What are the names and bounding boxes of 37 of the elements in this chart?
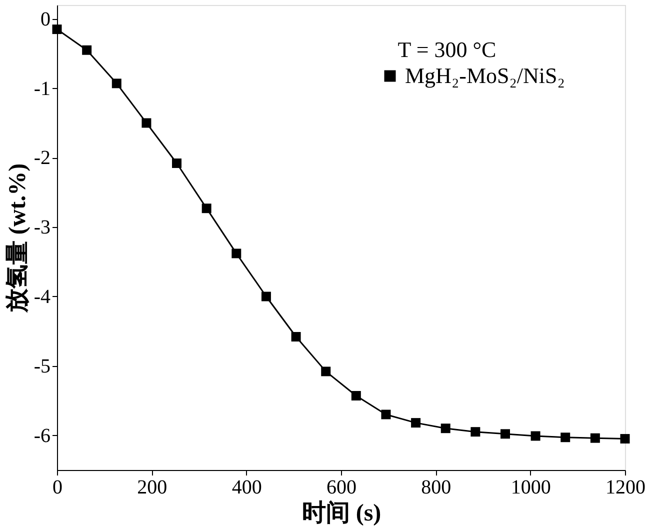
point [411, 418, 421, 428]
y-tick-label: 0 [40, 8, 50, 30]
x-tick-label: 800 [421, 476, 452, 498]
y-tick-label: -2 [34, 147, 50, 170]
point [620, 434, 630, 444]
x-tick-label: 200 [137, 476, 168, 498]
point [560, 432, 570, 442]
point [590, 433, 600, 443]
x-tick-label: 600 [326, 476, 356, 498]
y-tick-label: -5 [34, 355, 50, 378]
x-tick-label: 400 [232, 476, 262, 498]
x-tick-label: 1200 [606, 476, 646, 498]
y-tick-label: -3 [34, 216, 50, 239]
point [261, 292, 271, 302]
point [112, 78, 122, 88]
point [381, 410, 391, 420]
point [500, 429, 510, 439]
y-tick-label: -4 [34, 286, 50, 308]
annotation: T = 300 °C [398, 37, 496, 62]
y-tick-label: -1 [34, 78, 50, 100]
point [351, 390, 361, 400]
point [470, 427, 480, 437]
y-tick-label: -6 [34, 424, 50, 447]
point [530, 431, 540, 441]
y-axis-title: 放氢量 (wt.%) [4, 163, 31, 314]
point [142, 118, 152, 128]
legend-label: MgH₂-MoS₂/NiS₂ [405, 63, 565, 88]
point [321, 366, 331, 376]
point [232, 248, 242, 258]
point [172, 158, 182, 168]
point [82, 45, 92, 55]
point [440, 424, 450, 434]
x-tick-label: 1000 [510, 476, 551, 498]
x-axis-title: 时间 (s) [302, 500, 382, 526]
point [52, 24, 62, 34]
point [202, 204, 212, 214]
point [291, 332, 301, 342]
